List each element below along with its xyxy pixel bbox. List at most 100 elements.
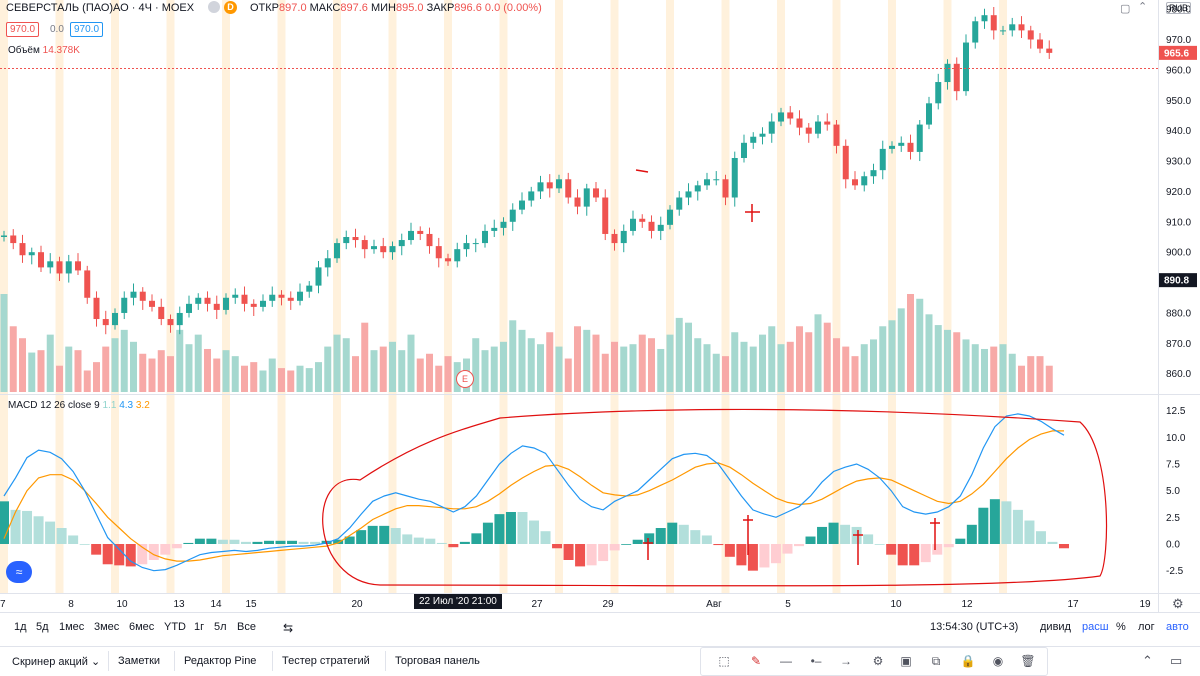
volume-bar bbox=[944, 329, 951, 392]
scale-option[interactable]: дивид bbox=[1040, 621, 1071, 633]
macd-pane bbox=[0, 413, 1069, 572]
macd-histogram-bar bbox=[114, 544, 125, 566]
clone-icon[interactable]: ⧉ bbox=[931, 654, 941, 668]
volume-bar bbox=[574, 326, 581, 392]
macd-tick: 12.5 bbox=[1166, 406, 1186, 417]
candle bbox=[796, 118, 803, 128]
macd-histogram-bar bbox=[183, 542, 194, 544]
macd-tick: -2.5 bbox=[1166, 566, 1184, 577]
range-button[interactable]: 1г bbox=[194, 621, 205, 633]
macd-histogram-bar bbox=[0, 501, 9, 544]
minimize-icon[interactable]: ▢ bbox=[1120, 3, 1131, 15]
macd-histogram-bar bbox=[240, 541, 251, 544]
candle bbox=[93, 297, 100, 320]
ask-button[interactable]: 970.0 bbox=[70, 22, 104, 37]
axis-settings-icon[interactable]: ⚙ bbox=[1172, 596, 1184, 611]
scale-option[interactable]: расш bbox=[1082, 621, 1109, 633]
crosshair-time-label: 22 Июл '20 21:00 bbox=[414, 594, 502, 609]
expand-icon[interactable]: ⌃ bbox=[1138, 1, 1148, 13]
range-button[interactable]: 6мес bbox=[129, 621, 155, 633]
volume-bar bbox=[629, 344, 637, 392]
session-band bbox=[55, 0, 64, 594]
volume-bar bbox=[648, 338, 655, 392]
price-tick: 860.0 bbox=[1166, 369, 1191, 380]
candle bbox=[334, 243, 340, 259]
volume-bar bbox=[472, 338, 480, 392]
candle bbox=[371, 246, 377, 250]
session-band bbox=[666, 0, 674, 594]
candle bbox=[491, 227, 498, 231]
macd-histogram-bar bbox=[22, 510, 33, 544]
line-style-icon[interactable]: — bbox=[780, 654, 792, 668]
macd-histogram-bar bbox=[747, 544, 758, 571]
bottom-tab[interactable]: Заметки bbox=[118, 655, 161, 667]
dividend-badge[interactable]: D bbox=[224, 1, 237, 14]
volume-bar bbox=[416, 358, 424, 392]
maximize-panel-icon[interactable]: ▭ bbox=[1170, 653, 1183, 668]
volume-bar bbox=[9, 326, 17, 392]
scale-option[interactable]: % bbox=[1116, 621, 1126, 633]
range-button[interactable]: 3мес bbox=[94, 621, 120, 633]
lock-icon[interactable]: 🔒 bbox=[960, 654, 976, 668]
template-icon[interactable]: ▣ bbox=[900, 654, 912, 668]
bottom-tab[interactable]: Торговая панель bbox=[395, 655, 480, 667]
session-band bbox=[832, 0, 841, 594]
volume-bars bbox=[0, 294, 1053, 392]
range-button[interactable]: 1д bbox=[14, 621, 27, 633]
bottom-tab[interactable]: Тестер стратегий bbox=[282, 655, 370, 667]
bottom-tab[interactable]: Скринер акций ⌄ bbox=[12, 656, 101, 668]
macd-histogram-bar bbox=[724, 544, 735, 557]
date-range-icon[interactable]: ⇆ bbox=[283, 621, 294, 635]
bid-button[interactable]: 970.0 bbox=[6, 22, 40, 37]
volume-bar bbox=[749, 346, 757, 392]
visibility-icon[interactable]: ◉ bbox=[992, 654, 1004, 668]
scale-option[interactable]: лог bbox=[1138, 621, 1155, 633]
volume-bar bbox=[564, 358, 572, 392]
volume-bar bbox=[601, 353, 609, 392]
eye-icon[interactable] bbox=[208, 1, 220, 13]
annotation-mark[interactable] bbox=[635, 169, 649, 173]
select-icon[interactable]: ⬚ bbox=[718, 654, 730, 668]
candle bbox=[28, 252, 35, 256]
chart-canvas[interactable]: 860.0870.0880.0890.0900.0910.0920.0930.0… bbox=[0, 0, 1200, 646]
earnings-event-marker[interactable]: E bbox=[456, 370, 474, 388]
tradingview-logo-icon[interactable]: ≈ bbox=[6, 561, 32, 583]
volume-bar bbox=[37, 350, 45, 392]
macd-title: MACD 12 26 close 9 bbox=[8, 400, 100, 411]
candle bbox=[139, 291, 146, 301]
macd-histogram-bar bbox=[137, 544, 148, 565]
macd-legend[interactable]: MACD 12 26 close 9 1.1 4.3 3.2 bbox=[8, 400, 150, 411]
settings-icon[interactable]: ⚙ bbox=[872, 654, 884, 668]
collapse-panel-icon[interactable]: ⌃ bbox=[1142, 653, 1153, 668]
macd-histogram-bar bbox=[978, 507, 989, 544]
bottom-tab[interactable]: Редактор Pine bbox=[184, 655, 257, 667]
volume-bar bbox=[287, 370, 295, 392]
macd-histogram-bar bbox=[920, 544, 931, 563]
range-button[interactable]: 1мес bbox=[59, 621, 85, 633]
range-button[interactable]: 5д bbox=[36, 621, 49, 633]
time-tick: 12 bbox=[961, 599, 973, 610]
macd-histogram-bar bbox=[736, 544, 747, 566]
candle bbox=[1027, 30, 1034, 40]
volume-bar bbox=[389, 341, 396, 392]
scale-option[interactable]: авто bbox=[1166, 621, 1189, 633]
macd-histogram-bar bbox=[632, 539, 643, 544]
volume-bar bbox=[518, 329, 526, 392]
volume-bar bbox=[93, 362, 100, 392]
candle bbox=[704, 179, 710, 186]
currency-label[interactable]: RUB bbox=[1166, 2, 1192, 14]
macd-histogram-bar bbox=[621, 544, 632, 545]
brush-icon[interactable]: ✎ bbox=[750, 654, 762, 668]
line-end-icon[interactable]: → bbox=[840, 654, 852, 668]
hand-drawn-ellipse[interactable] bbox=[322, 408, 1108, 587]
trash-icon[interactable]: 🗑 bbox=[1020, 654, 1036, 668]
symbol-title[interactable]: СЕВЕРСТАЛЬ (ПАО)АО · 4Ч · MOEX bbox=[6, 2, 194, 14]
range-button[interactable]: Все bbox=[237, 621, 256, 633]
line-width-icon[interactable]: •– bbox=[810, 654, 822, 668]
range-button[interactable]: 5л bbox=[214, 621, 227, 633]
macd-tick: 0.0 bbox=[1166, 540, 1180, 551]
clock-text[interactable]: 13:54:30 (UTC+3) bbox=[930, 621, 1019, 633]
candle bbox=[990, 15, 997, 31]
range-button[interactable]: YTD bbox=[164, 621, 186, 633]
volume-bar bbox=[657, 348, 665, 392]
